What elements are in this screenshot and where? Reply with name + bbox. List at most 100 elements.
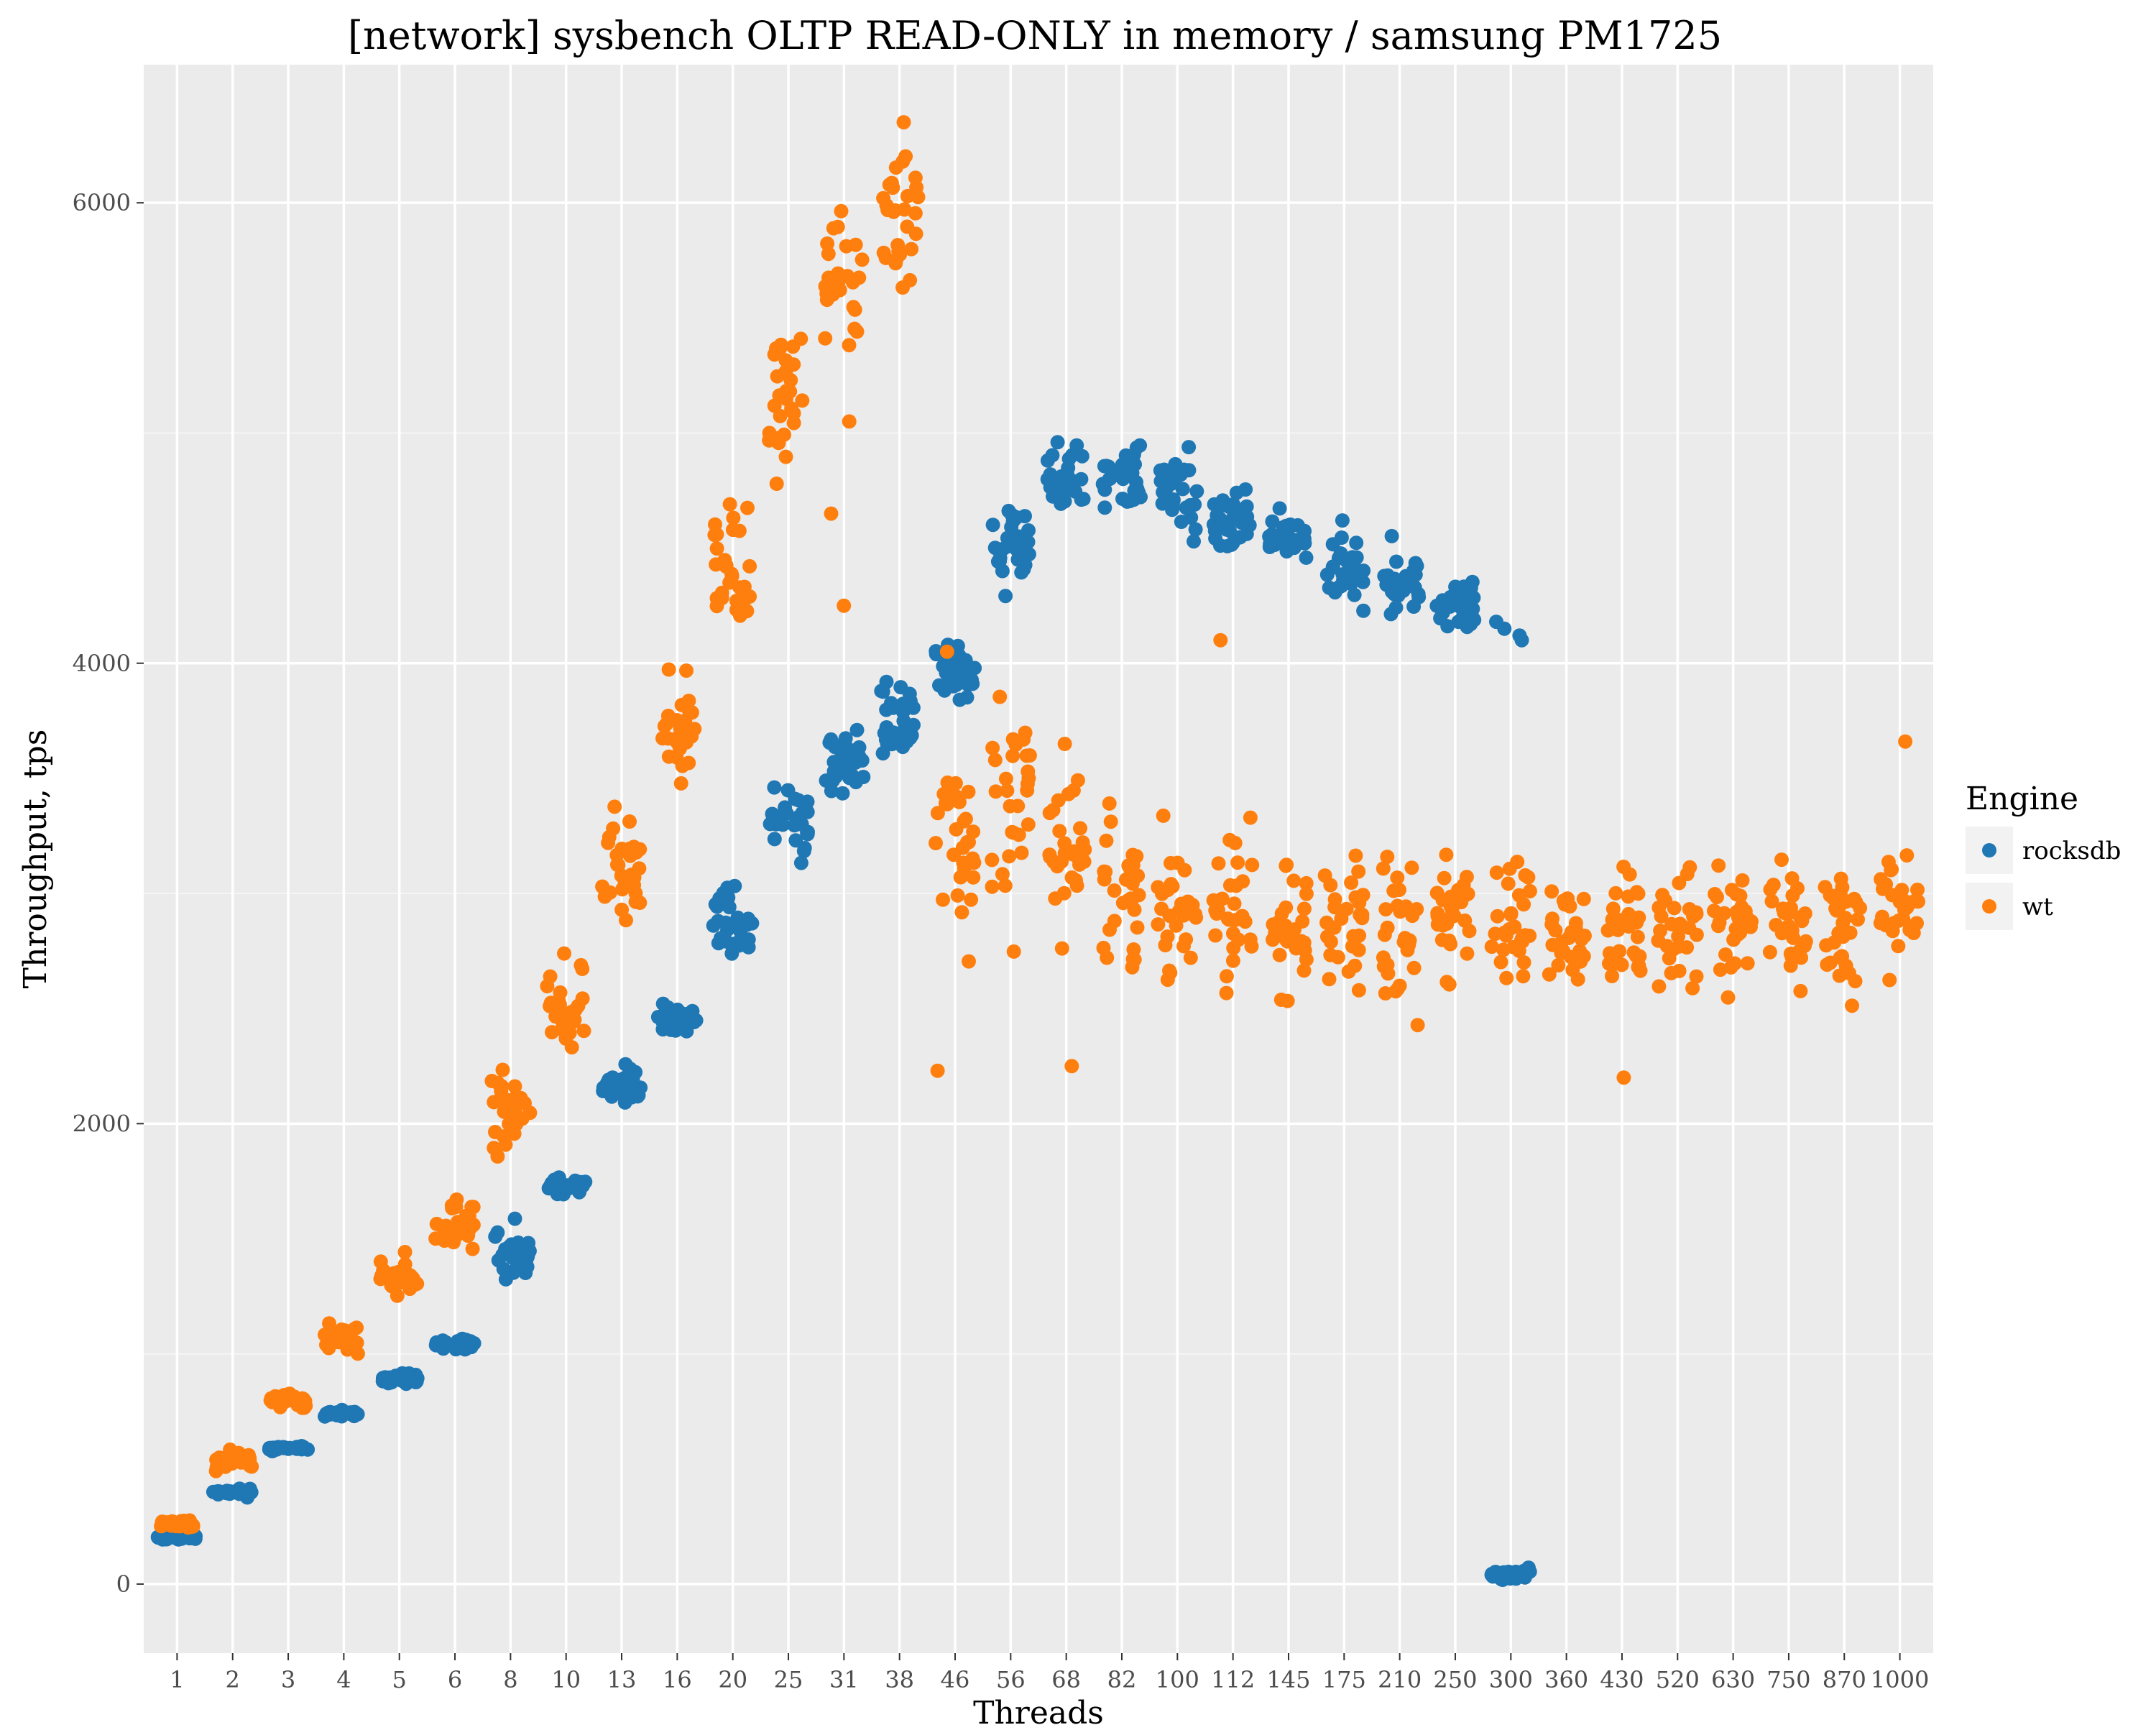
data-point-wt: [1344, 875, 1359, 890]
data-point-wt: [818, 279, 833, 294]
data-point-wt: [1046, 855, 1061, 869]
data-point-wt: [930, 806, 945, 821]
data-point-wt: [1899, 848, 1915, 863]
data-point-wt: [1630, 929, 1645, 944]
data-point-rocksdb: [712, 891, 727, 906]
data-point-wt: [1496, 942, 1511, 957]
data-point-rocksdb: [282, 1440, 298, 1455]
data-point-rocksdb: [1115, 457, 1130, 472]
data-point-wt: [1576, 891, 1591, 906]
data-point-wt: [1151, 880, 1166, 895]
data-point-rocksdb: [1099, 459, 1114, 474]
data-point-wt: [714, 591, 729, 606]
data-point-wt: [709, 527, 724, 542]
data-point-rocksdb: [617, 1095, 632, 1110]
data-point-rocksdb: [720, 880, 735, 896]
data-point-wt: [930, 1063, 945, 1078]
data-point-rocksdb: [952, 692, 967, 707]
data-point-wt: [842, 338, 857, 353]
data-point-wt: [1542, 967, 1557, 982]
data-point-wt: [1386, 883, 1401, 898]
x-tick-label: 8: [503, 1666, 517, 1693]
data-point-wt: [1838, 911, 1853, 925]
data-point-wt: [509, 1117, 524, 1132]
data-point-wt: [576, 1024, 591, 1039]
data-point-wt: [1576, 949, 1591, 964]
data-point-wt: [1171, 903, 1187, 919]
data-point-wt: [1839, 894, 1854, 909]
data-point-wt: [952, 794, 967, 809]
x-tick-label: 750: [1766, 1666, 1810, 1693]
data-point-wt: [1662, 951, 1677, 966]
data-point-rocksdb: [880, 737, 895, 752]
data-point-rocksdb: [1322, 580, 1337, 595]
data-point-rocksdb: [1451, 615, 1466, 630]
data-point-wt: [795, 393, 810, 408]
data-point-wt: [834, 203, 849, 218]
data-point-wt: [1897, 902, 1912, 917]
data-point-wt: [1016, 732, 1031, 747]
data-point-rocksdb: [1409, 558, 1424, 574]
x-tick-label: 20: [718, 1666, 747, 1693]
data-point-wt: [709, 557, 724, 572]
data-point-rocksdb: [488, 1229, 503, 1244]
data-point-wt: [1720, 990, 1736, 1005]
data-point-wt: [1330, 949, 1345, 965]
data-point-wt: [949, 822, 964, 837]
data-point-wt: [1614, 957, 1629, 972]
data-point-wt: [1056, 886, 1072, 901]
data-point-wt: [897, 202, 912, 217]
data-point-rocksdb: [895, 740, 911, 755]
data-point-wt: [1213, 632, 1228, 648]
data-point-rocksdb: [1335, 513, 1350, 528]
data-point-wt: [740, 500, 755, 515]
x-tick-label: 100: [1156, 1666, 1199, 1693]
data-point-wt: [465, 1241, 480, 1256]
data-point-rocksdb: [381, 1376, 396, 1391]
data-point-rocksdb: [936, 658, 951, 673]
data-point-wt: [1219, 985, 1234, 1000]
data-point-wt: [1160, 972, 1175, 988]
data-point-wt: [1685, 980, 1700, 995]
data-point-wt: [1560, 891, 1575, 906]
data-point-wt: [1743, 919, 1758, 934]
data-point-wt: [1631, 960, 1646, 975]
data-point-wt: [1484, 939, 1499, 954]
data-point-rocksdb: [1238, 482, 1253, 497]
data-point-rocksdb: [605, 1083, 620, 1098]
data-point-rocksdb: [849, 722, 865, 737]
data-point-wt: [1516, 955, 1531, 970]
data-point-wt: [842, 414, 857, 429]
data-point-wt: [1689, 927, 1704, 942]
data-point-rocksdb: [1181, 463, 1197, 478]
data-point-rocksdb: [885, 700, 900, 715]
data-point-rocksdb: [1229, 507, 1244, 522]
data-point-wt: [992, 689, 1008, 704]
data-point-wt: [678, 713, 693, 728]
data-point-wt: [987, 753, 1003, 768]
data-point-rocksdb: [1281, 520, 1296, 535]
data-point-wt: [1231, 932, 1246, 947]
data-point-wt: [487, 1095, 502, 1110]
data-point-rocksdb: [1187, 534, 1201, 549]
data-point-wt: [601, 835, 616, 850]
data-point-wt: [484, 1074, 499, 1088]
data-point-wt: [1042, 806, 1057, 821]
data-point-wt: [1189, 910, 1204, 925]
data-point-wt: [985, 879, 1000, 894]
data-point-wt: [722, 497, 737, 512]
data-point-wt: [1410, 1018, 1425, 1033]
data-point-wt: [1227, 896, 1242, 911]
data-point-wt: [498, 1137, 513, 1152]
data-point-wt: [1151, 917, 1166, 932]
x-tick-label: 56: [996, 1666, 1026, 1693]
data-point-wt: [726, 510, 741, 525]
data-point-wt: [1631, 910, 1646, 925]
data-point-wt: [1882, 972, 1897, 988]
data-point-wt: [1073, 821, 1087, 836]
data-point-wt: [953, 870, 968, 885]
data-point-wt: [1792, 943, 1807, 958]
data-point-rocksdb: [1097, 500, 1112, 515]
data-point-wt: [1731, 927, 1746, 942]
data-point-wt: [1069, 878, 1084, 893]
